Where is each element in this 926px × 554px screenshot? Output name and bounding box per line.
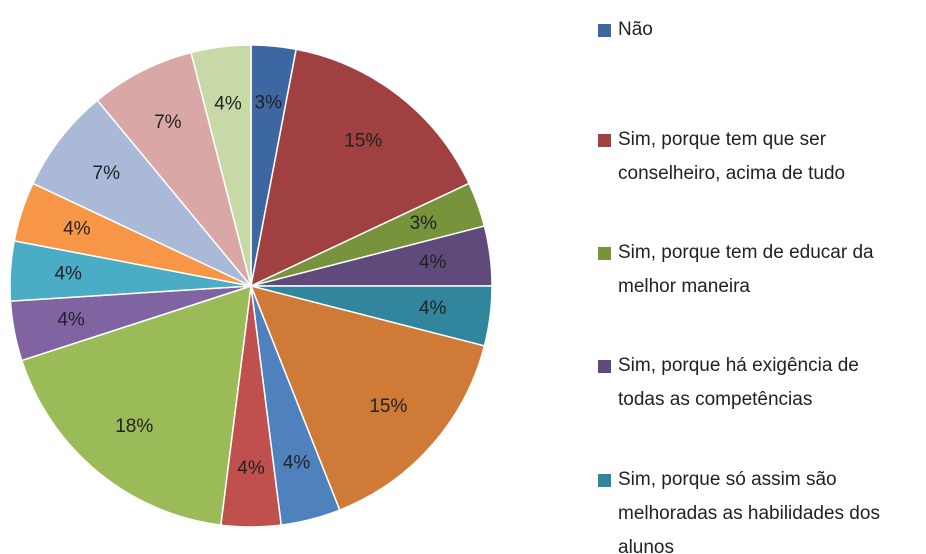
data-label: 4%: [54, 264, 82, 285]
legend-entry: Sim, porque tem que ser conselheiro, aci…: [598, 123, 903, 191]
data-label: 15%: [344, 130, 382, 151]
data-label: 4%: [57, 309, 85, 330]
data-label: 15%: [369, 396, 407, 417]
legend-swatch: [598, 247, 611, 260]
legend-swatch: [598, 134, 611, 147]
data-label: 4%: [419, 252, 447, 273]
pie-slice: [96, 51, 252, 287]
data-label: 4%: [214, 93, 242, 114]
legend-label: Sim, porque tem que ser conselheiro, aci…: [618, 129, 846, 184]
pie-slice: [31, 99, 252, 287]
data-label: 4%: [237, 458, 265, 479]
legend-label: Sim, porque só assim são melhoradas as h…: [618, 469, 880, 554]
data-label: 3%: [255, 93, 283, 114]
legend-entry: Sim, porque tem de educar da melhor mane…: [598, 236, 903, 304]
data-label: 3%: [410, 213, 438, 234]
pie-slice: [249, 284, 486, 512]
legend-label: Não: [618, 19, 653, 40]
data-label: 4%: [283, 452, 311, 473]
data-label: 18%: [115, 416, 153, 437]
pie-slice: [249, 48, 471, 288]
legend-label: Sim, porque tem de educar da melhor mane…: [618, 242, 874, 297]
pie-area: 3% 15% 3% 4% 4% 15% 4% 4% 18% 4% 4% 4% 7% 7% 4%: [9, 44, 493, 528]
legend-swatch: [598, 24, 611, 37]
pie-slice: [190, 44, 252, 287]
data-label: 4%: [419, 298, 447, 319]
legend-swatch: [598, 360, 611, 373]
legend-label: Sim, porque há exigência de todas as com…: [618, 355, 859, 410]
legend-entry: Sim, porque só assim são melhoradas as h…: [598, 463, 903, 554]
legend-entry: Sim, porque há exigência de todas as com…: [598, 349, 903, 417]
legend-swatch: [598, 474, 611, 487]
data-label: 7%: [154, 112, 182, 133]
pie-slice: [20, 284, 252, 526]
data-label: 4%: [63, 218, 91, 239]
data-label: 7%: [93, 163, 121, 184]
legend-entry: Não: [598, 13, 903, 47]
